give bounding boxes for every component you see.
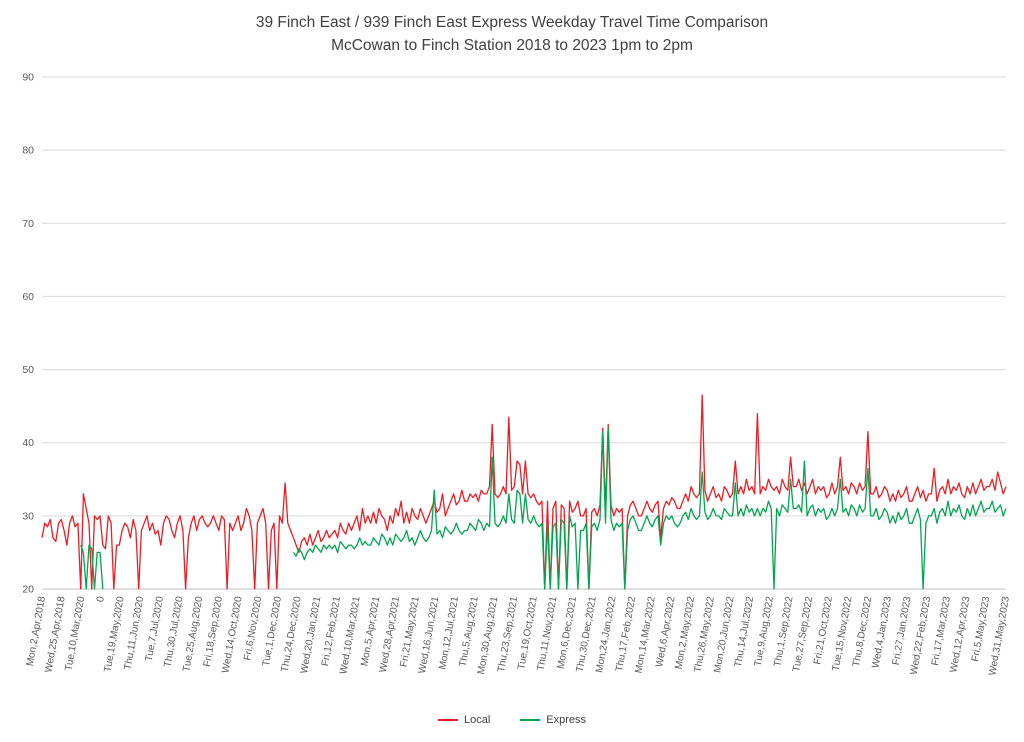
x-tick-label: Fri,12,Feb,2021 (320, 595, 343, 667)
y-tick-label: 90 (22, 72, 34, 84)
x-tick-label: Tue,10,Mar,2020 (63, 595, 87, 671)
x-tick-label: Thu,11,Jun,2020 (123, 595, 147, 671)
express-series-line (80, 427, 1007, 590)
chart-title-block: 39 Finch East / 939 Finch East Express W… (0, 0, 1024, 57)
local-series-line (41, 394, 1007, 590)
x-tick-label: Wed,6,Apr,2022 (654, 595, 677, 668)
x-tick-label: Tue,9,Aug,2022 (753, 595, 776, 667)
x-tick-label: Mon,6,Dec,2021 (556, 595, 580, 670)
x-tick-label: Tue,1,Dec,2020 (261, 595, 284, 667)
y-tick-label: 50 (22, 364, 34, 376)
x-tick-label: Wed,14,Oct,2020 (220, 595, 244, 674)
legend-item-express: Express (520, 714, 586, 726)
x-tick-label: Tue,7,Jul,2020 (144, 595, 166, 662)
y-tick-label: 30 (22, 510, 34, 522)
legend-item-local: Local (437, 714, 491, 726)
legend-label-express: Express (546, 714, 587, 726)
x-tick-label: Fri,21,May,2021 (398, 595, 421, 668)
chart-title: 39 Finch East / 939 Finch East Express W… (255, 14, 769, 31)
x-tick-label: Thu,14,Jul,2022 (733, 595, 756, 668)
x-tick-label: Wed,31,May,2023 (987, 595, 1012, 676)
x-tick-label: Fri,27,Jan,2023 (891, 595, 914, 666)
x-tick-label: Fri,5,May,2023 (970, 595, 992, 662)
chart-legend: Local Express (0, 714, 1024, 726)
x-tick-label: Wed,4,Jan,2023 (870, 595, 894, 669)
local-line-swatch (437, 719, 458, 721)
x-tick-label: Fri,6,Nov,2020 (242, 595, 264, 661)
x-tick-label: Wed,12,Apr,2023 (948, 595, 972, 673)
express-line-swatch (520, 719, 541, 721)
x-tick-label: 0 (95, 595, 107, 603)
x-tick-label: Thu,5,Aug,2021 (458, 595, 481, 667)
chart-subtitle: McCowan to Finch Station 2018 to 2023 1p… (331, 37, 693, 54)
x-tick-label: Fri,18,Sep,2020 (202, 595, 225, 667)
x-tick-label: Thu,30,Jul,2020 (162, 595, 185, 668)
x-tick-label: Thu,1,Sep,2022 (772, 595, 795, 667)
x-tick-label: Fri,21,Oct,2022 (812, 595, 835, 665)
y-tick-label: 20 (22, 584, 34, 596)
x-tick-label: Thu,8,Dec,2022 (851, 595, 874, 667)
x-tick-label: Mon,5,Apr,2021 (359, 595, 382, 667)
y-tick-label: 60 (22, 291, 34, 303)
plot-area: 2030405060708090Mon,2,Apr,2018Wed,25,Apr… (22, 72, 1012, 677)
y-tick-label: 80 (22, 145, 34, 157)
x-tick-label: Tue,19,Oct,2021 (516, 595, 540, 670)
x-tick-label: Mon,12,Jul,2021 (437, 595, 461, 670)
y-tick-label: 70 (22, 218, 34, 230)
y-tick-label: 40 (22, 437, 34, 449)
legend-label-local: Local (463, 714, 491, 726)
x-tick-label: Mon,2,Apr,2018 (25, 595, 48, 667)
x-tick-label: Mon,2,May,2022 (674, 595, 698, 670)
x-tick-label: Fri,17,Mar,2023 (930, 595, 953, 666)
